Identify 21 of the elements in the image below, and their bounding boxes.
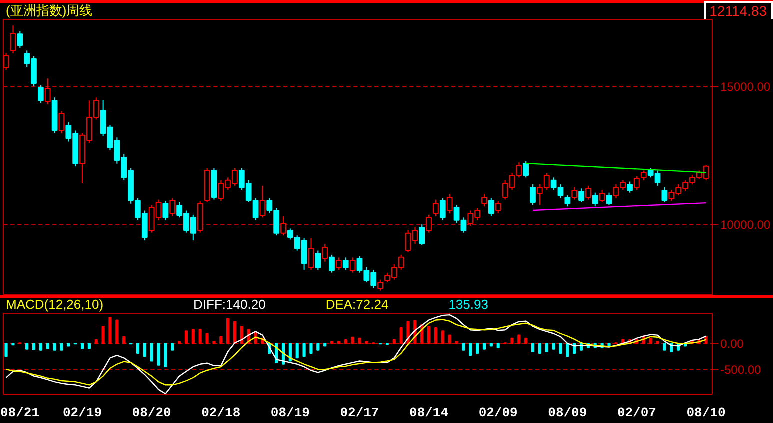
y-tick-label: 15000.00: [720, 80, 771, 94]
x-tick-label: 08/14: [410, 406, 449, 420]
chart-title: MACD(12,26,10): [6, 297, 104, 312]
y-tick-label: -500.00: [720, 363, 762, 378]
x-tick-label: 08/19: [270, 406, 310, 420]
series-label: DIFF:140.20: [194, 297, 266, 312]
y-tick-label: 10000.00: [720, 218, 771, 232]
x-tick-label: 02/18: [202, 406, 241, 420]
text: 12114.83: [704, 0, 773, 21]
x-tick-label: 08/20: [132, 406, 172, 420]
x-tick-label: 02/17: [340, 406, 380, 420]
x-tick-label: 08/09: [548, 406, 588, 420]
x-tick-label: 02/19: [63, 406, 102, 420]
x-tick-label: 02/07: [617, 406, 656, 420]
series-label: 135.93: [448, 297, 488, 312]
x-tick-label: 08/21: [0, 406, 40, 420]
y-tick-label: 0.00: [720, 337, 744, 352]
x-tick-label: 08/10: [686, 406, 726, 420]
text: DEA:72.24: [326, 297, 389, 312]
chart-title: (亚洲指数)周线: [6, 2, 93, 18]
x-tick-label: 02/09: [478, 406, 518, 420]
